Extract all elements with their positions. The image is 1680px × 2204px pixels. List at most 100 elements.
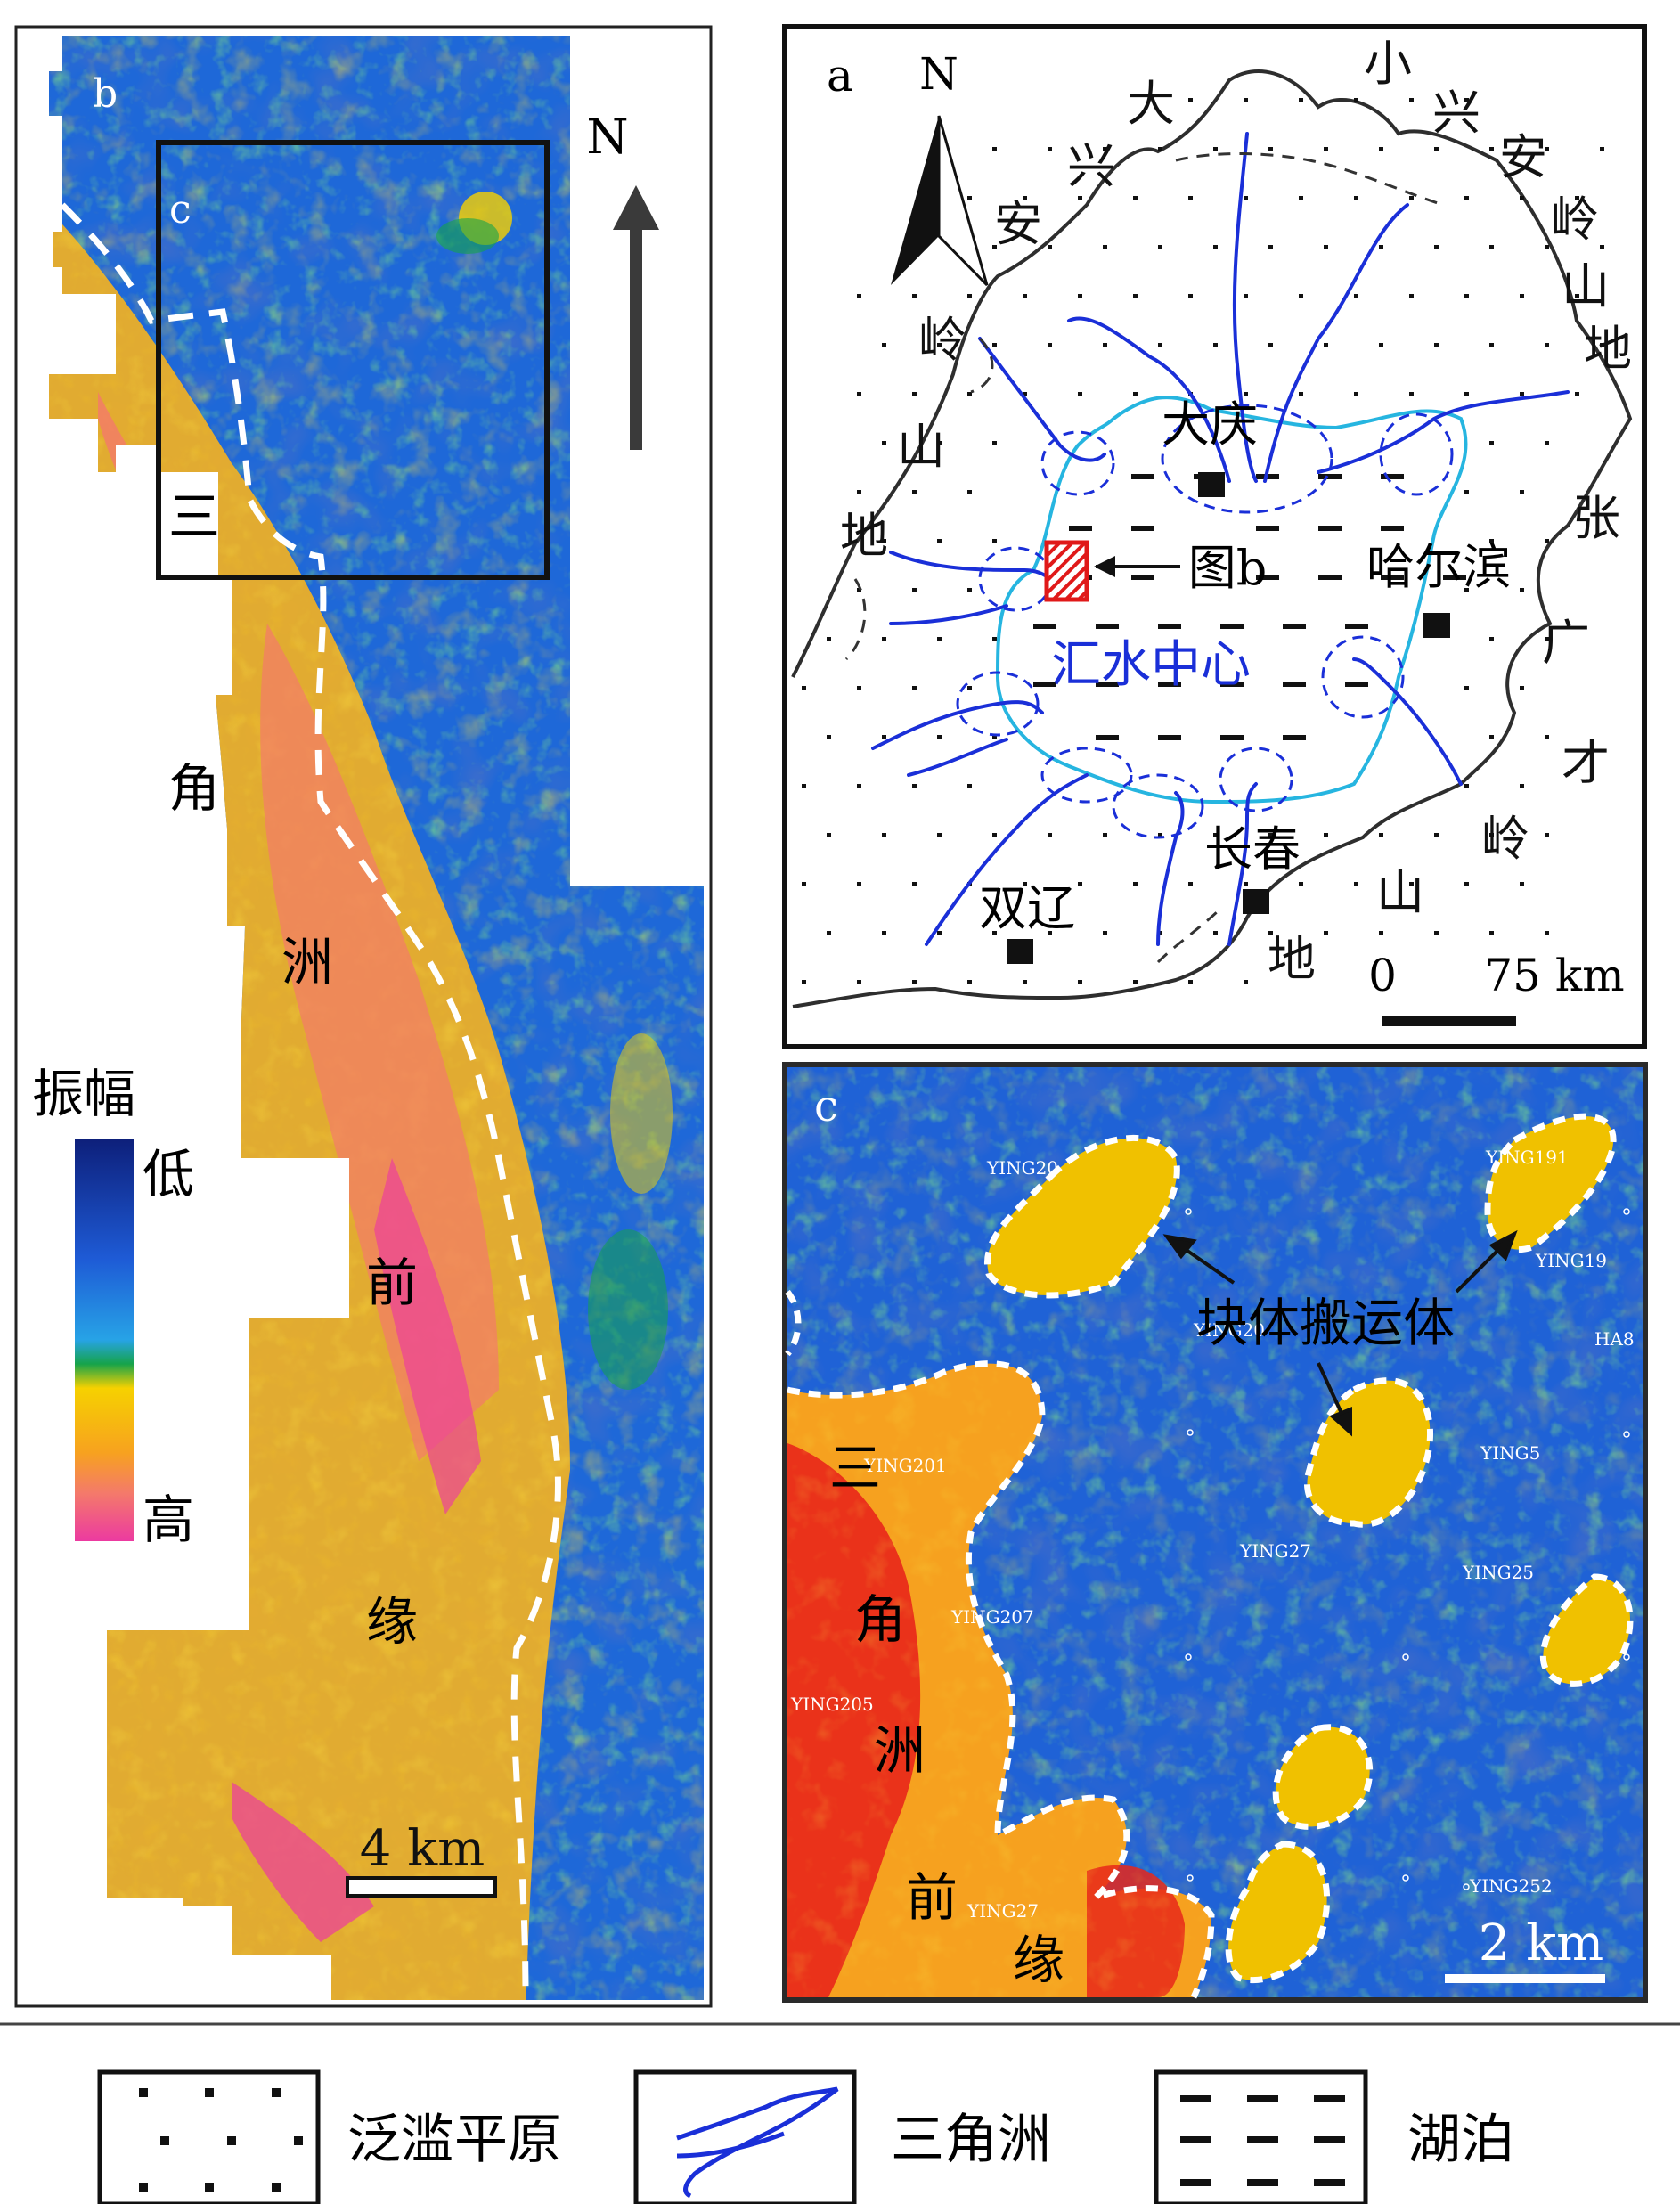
panel-b-scale-label: 4 km (360, 1820, 485, 1878)
stipple-dot (1520, 490, 1524, 494)
stipple-dot (1213, 931, 1218, 935)
stipple-dot (1048, 343, 1052, 347)
stipple-dot (992, 833, 997, 837)
stipple-dot (1324, 147, 1328, 151)
stipple-dot (1078, 196, 1082, 200)
stipple-dot (1158, 245, 1162, 249)
stipple-dot (1158, 833, 1162, 837)
stipple-dot (827, 637, 831, 641)
stipple-dot (937, 931, 942, 935)
panel-b-zone-char-1: 三 (168, 486, 220, 547)
basin-outline (791, 69, 1633, 1008)
svg-text:地: 地 (1268, 931, 1316, 987)
stipple-dot (1133, 294, 1138, 298)
svg-text:山: 山 (897, 419, 945, 475)
stipple-dot (1078, 882, 1082, 886)
svg-text:才: 才 (1562, 735, 1610, 791)
stipple-dot (1268, 147, 1273, 151)
amplitude-legend-high: 高 (143, 1490, 194, 1550)
stipple-dot (967, 588, 972, 592)
panel-c-zone-char-1: 三 (829, 1438, 881, 1498)
fig-ref-arrow-icon (1094, 556, 1180, 577)
stipple-dot (1409, 196, 1414, 200)
stipple-dot (1354, 294, 1358, 298)
panel-b-zone-char-5: 缘 (366, 1591, 418, 1652)
panel-c-scale-bar (1445, 1974, 1605, 1983)
stipple-dot (1133, 196, 1138, 200)
basin-edge-dashes (844, 152, 1444, 964)
stipple-dot (967, 784, 972, 788)
stipple-dot (1464, 98, 1469, 102)
stipple-dot (1545, 147, 1549, 151)
stipple-dot (937, 343, 942, 347)
daqing-city-marker (1198, 472, 1225, 497)
stipple-dot (937, 833, 942, 837)
panel-c-scale-label: 2 km (1479, 1914, 1603, 1972)
great-khingan-label: 大 兴 安 岭 山 地 (840, 76, 1175, 564)
well-label: YING201 (863, 1455, 947, 1476)
stipple-dot (1324, 931, 1328, 935)
stipple-dot (1464, 588, 1469, 592)
svg-text:地: 地 (840, 508, 888, 564)
stipple-dot (1409, 294, 1414, 298)
stipple-dot (882, 343, 886, 347)
stipple-dot (1520, 294, 1524, 298)
stipple-dot (1213, 147, 1218, 151)
stipple-dot (1103, 245, 1107, 249)
stipple-dot (1213, 245, 1218, 249)
stipple-dot (967, 196, 972, 200)
stipple-dot (1354, 392, 1358, 396)
stipple-dot (882, 539, 886, 543)
svg-text:安: 安 (1499, 129, 1547, 185)
stipple-dot (1244, 882, 1248, 886)
stipple-dot (1299, 392, 1303, 396)
stipple-dot (937, 637, 942, 641)
stipple-dot (1600, 343, 1604, 347)
stipple-dot (857, 490, 861, 494)
stipple-dot (1545, 539, 1549, 543)
stipple-dot (1489, 735, 1494, 739)
stipple-dot (1188, 980, 1193, 984)
stipple-dot (1324, 245, 1328, 249)
stipple-dot (1489, 833, 1494, 837)
floodplain-legend: 泛滥平原 (97, 2069, 561, 2204)
changchun-label: 长春 (1204, 821, 1301, 878)
stipple-dot (1489, 147, 1494, 151)
stipple-dot (1489, 637, 1494, 641)
stipple-dot (992, 147, 997, 151)
stipple-dot (937, 441, 942, 445)
well-label: YING5 (1480, 1442, 1540, 1464)
stipple-dot (1268, 245, 1273, 249)
panel-c-frame (782, 1062, 1648, 2003)
stipple-dot (1379, 833, 1383, 837)
stipple-dot (1103, 343, 1107, 347)
stipple-dot (1545, 931, 1549, 935)
stipple-dot (1464, 784, 1469, 788)
panel-b-delta-front-boundary (60, 202, 561, 1996)
well-label: YING252 (1469, 1875, 1553, 1897)
stipple-dot (912, 980, 917, 984)
stipple-dot (1489, 931, 1494, 935)
floodplain-legend-label: 泛滥平原 (347, 2109, 561, 2171)
stipple-dot (1048, 931, 1052, 935)
stipple-dot (1379, 147, 1383, 151)
stipple-dot (802, 686, 806, 690)
stipple-dot (1188, 882, 1193, 886)
stipple-dot (1213, 833, 1218, 837)
stipple-dot (1158, 343, 1162, 347)
lake-legend-label: 湖泊 (1407, 2109, 1514, 2171)
stipple-dot (1188, 98, 1193, 102)
stipple-dot (1023, 196, 1027, 200)
stipple-dot (992, 441, 997, 445)
stipple-dot (1464, 882, 1469, 886)
stipple-dot (1464, 392, 1469, 396)
stipple-dot (1520, 588, 1524, 592)
stipple-dot (1575, 196, 1579, 200)
well-markers (1185, 1208, 1630, 1890)
stipple-dot (857, 882, 861, 886)
panel-b-inset-label: c (169, 187, 192, 233)
well-labels: YING20 YING191 YING19 HA8 YING201 YING5 … (790, 1147, 1635, 1922)
stipple-dot (1434, 833, 1439, 837)
svg-text:岭: 岭 (918, 312, 966, 368)
stipple-dot (1575, 392, 1579, 396)
